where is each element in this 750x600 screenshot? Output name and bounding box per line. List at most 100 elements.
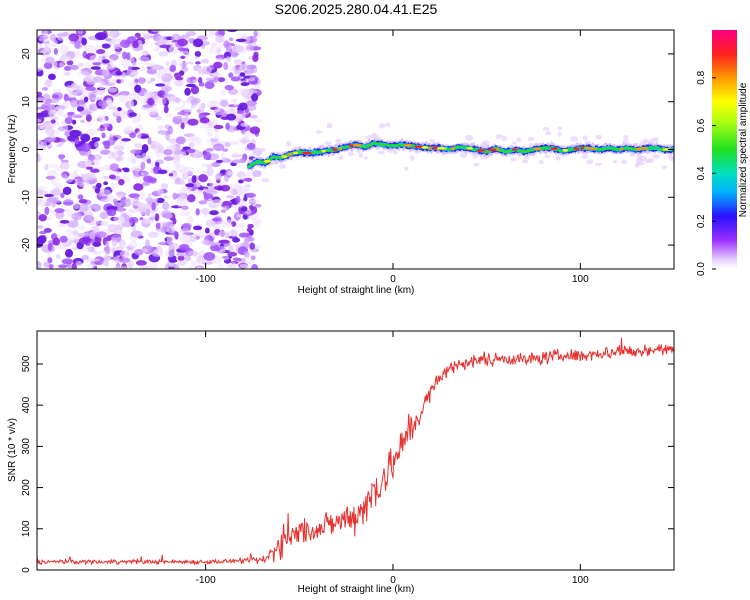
noise-blob: [94, 32, 107, 41]
noise-blob: [253, 30, 258, 38]
noise-blob: [392, 149, 398, 155]
track-core: [573, 147, 580, 150]
noise-blob: [78, 233, 90, 238]
noise-blob: [241, 206, 248, 212]
noise-blob: [166, 225, 176, 234]
noise-blob: [103, 141, 111, 150]
snr-ytick-label: 200: [21, 479, 32, 496]
track-core: [580, 146, 584, 150]
noise-blob: [175, 136, 186, 145]
noise-blob: [91, 136, 101, 142]
noise-blob: [245, 44, 255, 51]
noise-blob: [182, 222, 192, 229]
noise-blob: [77, 176, 82, 186]
noise-blob: [225, 122, 230, 131]
noise-blob: [132, 40, 139, 49]
noise-blob: [204, 227, 210, 234]
noise-blob: [153, 166, 159, 172]
noise-blob: [156, 197, 165, 204]
track-core: [436, 147, 447, 150]
noise-blob: [164, 87, 169, 96]
noise-blob: [77, 62, 84, 67]
noise-blob: [190, 238, 197, 242]
noise-blob: [43, 93, 51, 101]
noise-blob: [73, 169, 78, 177]
noise-blob: [371, 132, 378, 139]
track-core: [511, 148, 518, 151]
noise-blob: [109, 182, 117, 191]
snr-xlabel: Height of straight line (km): [298, 584, 415, 595]
noise-blob: [129, 208, 136, 213]
noise-blob: [176, 115, 183, 120]
noise-blob: [249, 242, 256, 250]
noise-blob: [131, 60, 137, 66]
noise-blob: [101, 43, 111, 49]
noise-blob: [107, 156, 114, 160]
noise-blob: [55, 211, 65, 219]
noise-blob: [586, 159, 594, 165]
noise-blob: [37, 153, 41, 162]
noise-blob: [155, 161, 160, 168]
noise-blob: [253, 118, 263, 123]
noise-blob: [260, 148, 266, 152]
noise-blob: [107, 209, 117, 217]
noise-blob: [68, 33, 80, 42]
noise-blob: [218, 43, 224, 48]
track-core: [293, 151, 298, 155]
noise-blob: [66, 60, 74, 66]
snr-x-ticks: -100 0 100: [196, 331, 589, 586]
noise-blob: [150, 143, 157, 150]
noise-blob: [92, 185, 97, 190]
noise-blob: [58, 264, 68, 269]
noise-blob: [226, 30, 238, 33]
noise-blob: [240, 82, 250, 87]
noise-blob: [67, 220, 79, 228]
noise-blob: [139, 190, 146, 200]
noise-blob: [102, 123, 110, 128]
noise-blob: [238, 102, 248, 111]
noise-blob: [198, 174, 209, 183]
noise-blob: [50, 177, 60, 187]
noise-blob: [245, 100, 258, 107]
noise-blob: [107, 78, 116, 84]
noise-blob: [147, 97, 155, 106]
noise-blob: [326, 122, 333, 129]
noise-blob: [106, 205, 118, 211]
noise-blob: [109, 163, 119, 172]
noise-blob: [115, 70, 123, 76]
noise-blob: [620, 159, 627, 165]
colorbar-tick-label: 0.6: [696, 118, 707, 132]
snr-ytick-label: 0: [21, 567, 32, 573]
track-core: [403, 143, 413, 147]
noise-blob: [127, 260, 134, 269]
noise-blob: [42, 30, 48, 37]
noise-blob: [128, 92, 139, 102]
noise-blob: [52, 94, 59, 99]
noise-blob: [78, 203, 90, 212]
noise-blob: [651, 154, 660, 159]
noise-blob: [74, 40, 81, 49]
noise-blob: [70, 99, 78, 109]
noise-blob: [217, 186, 223, 191]
noise-blob: [65, 228, 73, 235]
noise-blob: [133, 183, 144, 191]
track-core: [466, 147, 474, 150]
noise-blob: [184, 87, 191, 96]
noise-blob: [158, 51, 168, 57]
noise-blob: [123, 111, 129, 115]
noise-blob: [134, 248, 144, 256]
noise-blob: [208, 121, 214, 128]
noise-blob: [235, 38, 247, 43]
noise-blob: [542, 127, 550, 131]
noise-blob: [106, 30, 118, 37]
noise-blob: [61, 258, 74, 265]
noise-blob: [249, 126, 261, 135]
noise-blob: [89, 55, 98, 63]
noise-blob: [96, 116, 107, 123]
noise-blob: [194, 50, 202, 58]
noise-blob: [151, 30, 164, 33]
noise-blob: [119, 141, 127, 146]
noise-blob: [107, 87, 118, 93]
spectrogram-noise: [37, 30, 674, 269]
noise-blob: [206, 163, 213, 170]
